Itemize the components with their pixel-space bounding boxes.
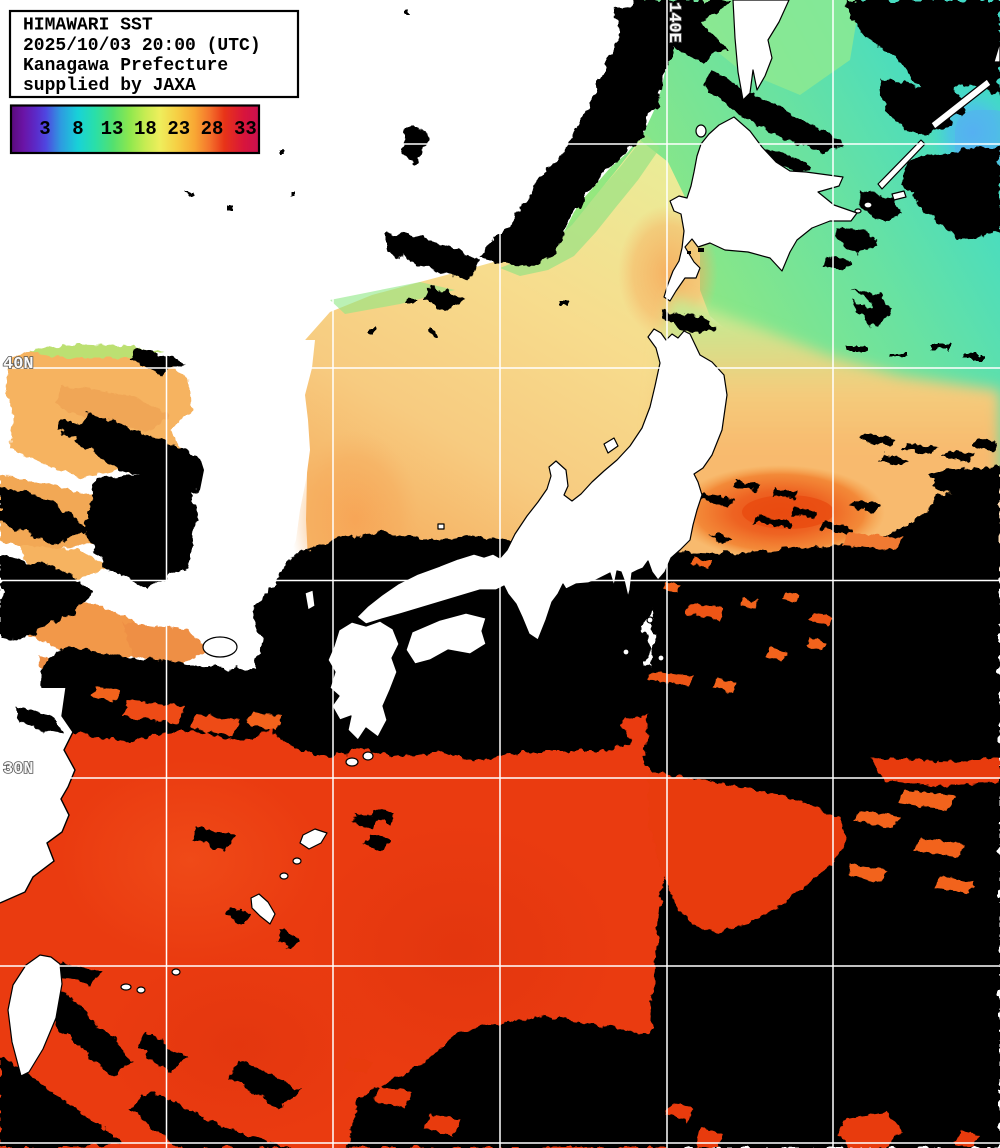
- svg-text:23: 23: [167, 118, 190, 140]
- svg-text:3: 3: [39, 118, 50, 140]
- svg-text:140E: 140E: [664, 2, 683, 43]
- svg-text:Kanagawa Prefecture: Kanagawa Prefecture: [23, 56, 228, 76]
- svg-text:30N: 30N: [3, 760, 34, 779]
- svg-text:33: 33: [234, 118, 257, 140]
- svg-text:supplied by JAXA: supplied by JAXA: [23, 76, 196, 96]
- svg-text:18: 18: [134, 118, 157, 140]
- svg-text:28: 28: [201, 118, 224, 140]
- svg-text:HIMAWARI SST: HIMAWARI SST: [23, 16, 153, 36]
- svg-text:2025/10/03 20:00 (UTC): 2025/10/03 20:00 (UTC): [23, 36, 261, 56]
- svg-text:8: 8: [72, 118, 83, 140]
- svg-text:13: 13: [101, 118, 124, 140]
- svg-text:40N: 40N: [3, 355, 34, 374]
